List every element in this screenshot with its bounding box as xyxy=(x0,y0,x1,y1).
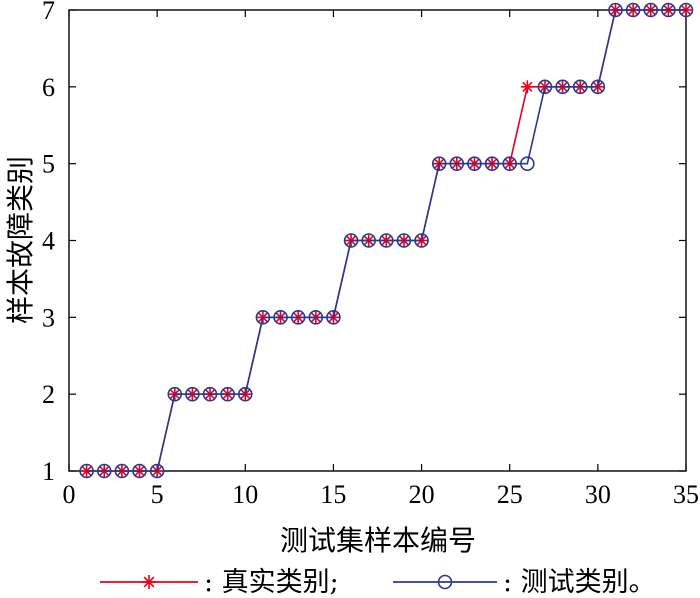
series-2-point xyxy=(379,233,394,248)
series-2-point xyxy=(361,233,376,248)
series-2-point xyxy=(414,233,429,248)
series-2-point xyxy=(537,79,553,95)
series-2-point xyxy=(96,463,112,479)
x-tick-label: 30 xyxy=(585,480,611,509)
y-tick-labels: 1 2 3 4 5 6 7 xyxy=(42,0,55,486)
series-2-point xyxy=(484,156,500,171)
y-tick-label: 1 xyxy=(42,457,55,486)
series-2-point xyxy=(590,79,606,95)
x-tick-label: 0 xyxy=(63,480,76,509)
series-2-point xyxy=(625,2,641,18)
x-axis-label: 测试集样本编号 xyxy=(280,524,476,557)
series-2-point xyxy=(572,79,588,95)
series-2-point xyxy=(255,310,271,325)
series-2-point xyxy=(132,463,147,479)
series-2-point xyxy=(237,386,253,402)
series-2-point xyxy=(449,156,465,171)
series-layer xyxy=(79,2,694,479)
series-2-point xyxy=(273,310,288,325)
series-2-point xyxy=(396,233,412,248)
y-tick-label: 3 xyxy=(42,303,55,332)
series-1-point xyxy=(520,80,534,94)
x-tick-labels: 0 5 10 15 20 25 30 35 xyxy=(63,480,700,509)
y-tick-label: 4 xyxy=(42,227,55,256)
legend-marker-circle xyxy=(437,574,453,590)
series-2-point xyxy=(643,2,659,18)
x-tick-label: 20 xyxy=(409,480,435,509)
legend-item-2: : 测试类别。 xyxy=(393,567,656,598)
y-tick-label: 7 xyxy=(42,0,55,25)
series-2-point xyxy=(661,2,676,18)
legend-label: : 测试类别。 xyxy=(503,567,656,598)
series-2-point xyxy=(678,2,694,18)
series-2-point xyxy=(185,386,200,402)
x-tick-label: 5 xyxy=(151,480,164,509)
axes xyxy=(68,9,687,472)
legend-label: : 真实类别; xyxy=(204,567,339,598)
legend: : 真实类别; : 测试类别。 xyxy=(100,567,656,598)
legend-marker-asterisk xyxy=(142,575,156,589)
series-2-point xyxy=(149,463,165,479)
x-tick-label: 15 xyxy=(320,480,346,509)
series-2-line xyxy=(86,9,686,472)
series-2-point xyxy=(467,156,482,171)
x-tick-label: 35 xyxy=(673,480,699,509)
series-2-point xyxy=(502,156,518,171)
series-2-point xyxy=(220,386,235,402)
y-axis-label: 样本故障类别 xyxy=(4,156,37,324)
series-2-point xyxy=(326,310,341,325)
series-2-point xyxy=(308,310,324,325)
x-tick-label: 25 xyxy=(497,480,523,509)
series-2 xyxy=(79,2,694,479)
series-2-point xyxy=(608,2,623,18)
series-2-point xyxy=(114,463,130,479)
series-2-point xyxy=(343,233,359,248)
series-2-point xyxy=(520,156,535,171)
series-2-point xyxy=(79,463,94,479)
x-tick-label: 10 xyxy=(232,480,258,509)
y-tick-label: 2 xyxy=(42,380,55,409)
series-2-point xyxy=(555,79,570,95)
y-tick-label: 5 xyxy=(42,150,55,179)
series-2-point xyxy=(167,386,183,402)
legend-item-1: : 真实类别; xyxy=(100,567,339,598)
series-2-point xyxy=(290,310,306,325)
series-2-point xyxy=(431,156,447,171)
y-tick-label: 6 xyxy=(42,73,55,102)
series-2-point xyxy=(202,386,218,402)
